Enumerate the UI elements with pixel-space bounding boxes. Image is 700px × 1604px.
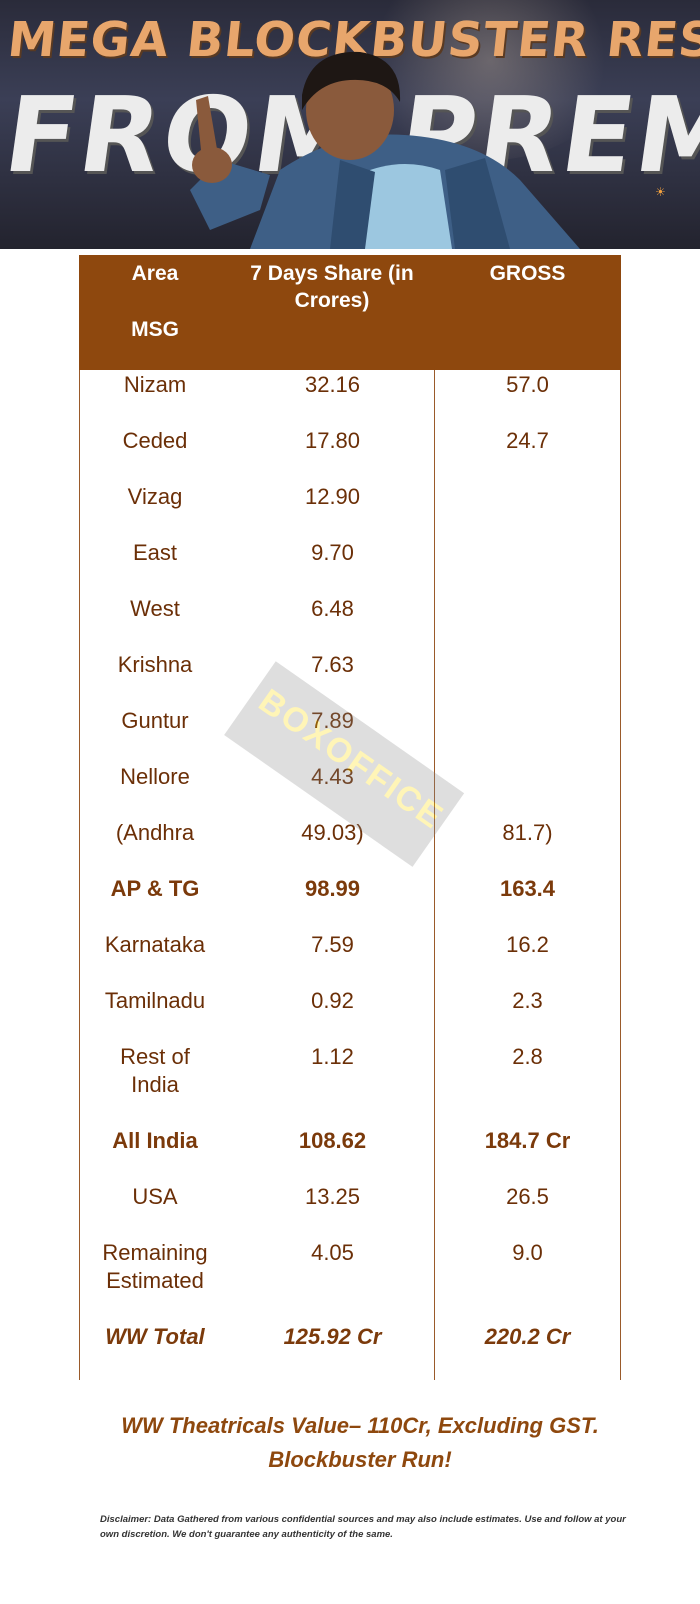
share-cell: 12.90 — [304, 484, 361, 509]
area-cell: Karnataka — [104, 932, 206, 957]
production-logo: ☀ — [655, 185, 666, 199]
area-cell: AP & TG — [110, 876, 200, 901]
disclaimer-text: Disclaimer: Data Gathered from various c… — [100, 1514, 626, 1540]
share-cell: 108.62 — [298, 1128, 367, 1153]
share-cell: 98.99 — [304, 876, 361, 901]
area-cell: WW Total — [105, 1324, 205, 1349]
area-cell: Ceded — [122, 428, 188, 453]
gross-cell: 81.7) — [502, 820, 553, 845]
header-share: 7 Days Share (in Crores) — [250, 262, 414, 312]
share-cell: 7.63 — [311, 652, 354, 677]
gross-cell: 163.4 — [499, 876, 556, 901]
header-area: Area — [131, 262, 179, 285]
gross-cell: 2.3 — [512, 988, 543, 1013]
area-cell: All India — [112, 1128, 198, 1153]
table-header: Area MSG 7 Days Share (in Crores) GROSS — [79, 255, 621, 370]
share-cell: 32.16 — [304, 372, 361, 397]
banner-light — [360, 0, 620, 160]
promo-banner: MEGA BLOCKBUSTER RESPONSE FROM PREMIERES… — [0, 0, 700, 249]
area-cell: Tamilnadu — [104, 988, 206, 1013]
collections-table: Area MSG 7 Days Share (in Crores) GROSS … — [79, 255, 621, 1380]
theatrical-value-note: WW Theatricals Value– 110Cr, Excluding G… — [121, 1413, 599, 1438]
table-body — [79, 370, 621, 1380]
share-cell: 49.03) — [301, 820, 364, 845]
actor-figure-image — [190, 51, 580, 249]
share-cell: 4.05 — [311, 1240, 354, 1265]
share-cell: 0.92 — [311, 988, 354, 1013]
area-cell: West — [130, 596, 180, 621]
area-cell: East — [132, 540, 178, 565]
gross-cell: 184.7 Cr — [484, 1128, 571, 1153]
blockbuster-run-note: Blockbuster Run! — [268, 1447, 452, 1472]
area-cell: (Andhra — [115, 820, 195, 845]
area-cell: Krishna — [117, 652, 193, 677]
gross-cell: 9.0 — [512, 1240, 543, 1265]
share-cell: 1.12 — [311, 1044, 354, 1069]
header-msg: MSG — [131, 318, 179, 341]
gross-cell: 24.7 — [506, 428, 549, 453]
area-cell: Nellore — [120, 764, 190, 789]
area-cell: Guntur — [121, 708, 189, 733]
area-cell: USA — [132, 1184, 178, 1209]
area-cell: Nizam — [123, 372, 187, 397]
gross-cell: 57.0 — [506, 372, 549, 397]
column-divider — [434, 370, 435, 1380]
gross-cell: 26.5 — [506, 1184, 549, 1209]
share-cell: 17.80 — [304, 428, 361, 453]
header-gross: GROSS — [489, 262, 566, 285]
share-cell: 9.70 — [311, 540, 354, 565]
area-cell: Remaining Estimated — [102, 1240, 208, 1293]
area-cell: Rest of India — [120, 1044, 190, 1097]
gross-cell: 16.2 — [506, 932, 549, 957]
share-cell: 6.48 — [311, 596, 354, 621]
gross-cell: 2.8 — [512, 1044, 543, 1069]
share-cell: 7.59 — [311, 932, 354, 957]
share-cell: 4.43 — [231, 763, 434, 791]
gross-cell: 220.2 Cr — [484, 1324, 571, 1349]
share-cell: 13.25 — [304, 1184, 361, 1209]
area-cell: Vizag — [127, 484, 183, 509]
share-cell: 7.89 — [231, 707, 434, 735]
share-cell: 125.92 Cr — [283, 1324, 382, 1349]
